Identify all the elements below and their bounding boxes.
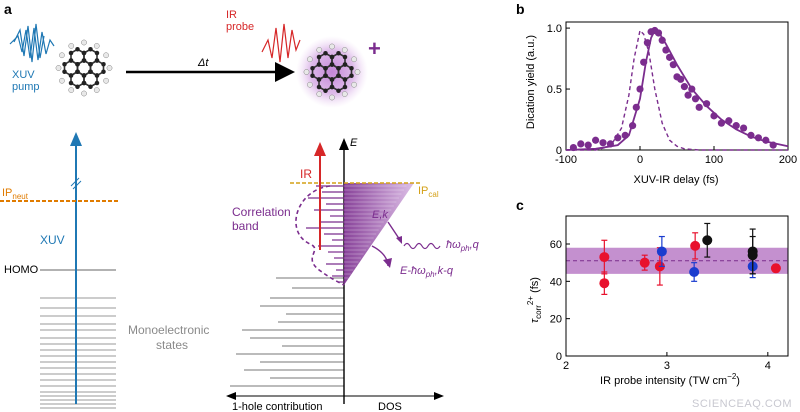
chart-b-point xyxy=(695,103,703,111)
chart-b-ylabel: Dication yield (a.u.) xyxy=(525,35,537,129)
chart-c-point xyxy=(702,235,713,246)
panel-a: a XUV pump Δt IR probe + IPneut XUV HOMO xyxy=(0,1,480,412)
correlation-band-label-2: band xyxy=(232,219,259,233)
delta-t-label: Δt xyxy=(197,57,209,69)
chart-b-xlabel: XUV-IR delay (fs) xyxy=(634,174,719,186)
chart-c-ylabel: τcorr2+ (fs) xyxy=(526,277,543,323)
chart-c-point xyxy=(599,252,610,263)
chart-c-point xyxy=(690,240,701,251)
chart-b-ytick-label: 0.5 xyxy=(547,84,562,96)
molecule-cation-icon xyxy=(303,43,361,101)
chart-b-point xyxy=(740,124,748,132)
xuv-pulse-icon xyxy=(9,23,55,63)
e-minus-label: E-ħωph,k-q xyxy=(400,265,454,279)
watermark: SCIENCEAQ.COM xyxy=(691,398,792,410)
chart-b-point xyxy=(599,139,607,147)
ir-probe-label-2: probe xyxy=(226,21,254,33)
chart-b-point xyxy=(684,91,692,99)
phonon-wave-icon xyxy=(403,242,441,250)
one-hole-label: 1-hole contribution xyxy=(232,401,323,412)
chart-b-point xyxy=(592,136,600,144)
chart-b-point xyxy=(584,141,592,149)
chart-c-ytick-label: 60 xyxy=(550,239,562,251)
chart-b-xtick-label: 200 xyxy=(779,154,797,166)
phonon-label: ħωph,q xyxy=(446,239,480,253)
ip-cal-label: IPcal xyxy=(418,185,439,199)
chart-b-point xyxy=(680,83,689,91)
chart-c-ytick-label: 0 xyxy=(556,351,562,363)
chart-c-xtick-label: 3 xyxy=(664,360,670,372)
ir-probe-label-1: IR xyxy=(226,9,237,21)
homo-label: HOMO xyxy=(4,264,39,276)
panel-a-label: a xyxy=(4,1,12,17)
chart-b-point xyxy=(677,75,685,83)
monoelectronic-label-1: Monoelectronic xyxy=(128,323,209,337)
chart-c-point xyxy=(599,278,610,289)
e-axis-label: E xyxy=(350,137,358,149)
chart-c-point xyxy=(770,263,781,274)
chart-b-point xyxy=(691,95,700,103)
right-ladder xyxy=(230,277,344,387)
panel-c-label: c xyxy=(516,197,524,213)
chart-b-fit-line xyxy=(565,29,789,151)
chart-c-point xyxy=(656,246,667,257)
chart-c-point xyxy=(689,267,700,277)
hole-envelope xyxy=(295,185,345,286)
dos-lines xyxy=(344,185,407,279)
dos-triangle xyxy=(344,183,414,285)
chart-b-point xyxy=(577,140,585,148)
left-ladder xyxy=(40,269,116,409)
cation-glow xyxy=(296,36,368,108)
xuv-label: XUV xyxy=(40,233,65,247)
xuv-arrow-head xyxy=(70,132,82,146)
correlation-band-label-1: Correlation xyxy=(232,205,291,219)
ir-arrow-label: IR xyxy=(300,167,312,181)
xuv-pump-label-1: XUV xyxy=(12,69,35,81)
ek-label: E,k xyxy=(372,209,388,221)
ir-pulse-icon xyxy=(261,23,301,63)
chart-c-point xyxy=(639,257,650,268)
chart-b-xtick-label: 100 xyxy=(705,154,723,166)
plus-sign: + xyxy=(368,36,381,61)
xuv-pump-label-2: pump xyxy=(12,81,40,93)
chart-c-ytick-label: 40 xyxy=(550,276,562,288)
chart-c-xtick-label: 4 xyxy=(765,360,771,372)
chart-b-point xyxy=(703,100,711,108)
ip-neut-label: IPneut xyxy=(2,187,29,201)
chart-b-frame xyxy=(565,21,789,151)
chart-b-ytick-label: 1.0 xyxy=(547,23,562,35)
chart-c-frame xyxy=(565,215,789,357)
chart-b-ytick-label: 0 xyxy=(556,145,562,157)
dos-label: DOS xyxy=(378,401,402,412)
chart-c-xlabel: IR probe intensity (TW cm−2) xyxy=(600,372,740,387)
molecule-neutral-icon xyxy=(55,39,113,97)
panel-b-label: b xyxy=(516,1,525,17)
ir-arrow-head xyxy=(314,142,326,156)
chart-c-point xyxy=(747,250,758,261)
chart-c-xtick-label: 2 xyxy=(563,360,569,372)
hole-lines xyxy=(306,185,344,283)
chart-c-ytick-label: 20 xyxy=(550,314,562,326)
monoelectronic-label-2: states xyxy=(156,338,188,352)
chart-b-xtick-label: -100 xyxy=(555,154,577,166)
chart-b-dashed-line xyxy=(566,29,788,151)
chart-b-xtick-label: 0 xyxy=(637,154,643,166)
